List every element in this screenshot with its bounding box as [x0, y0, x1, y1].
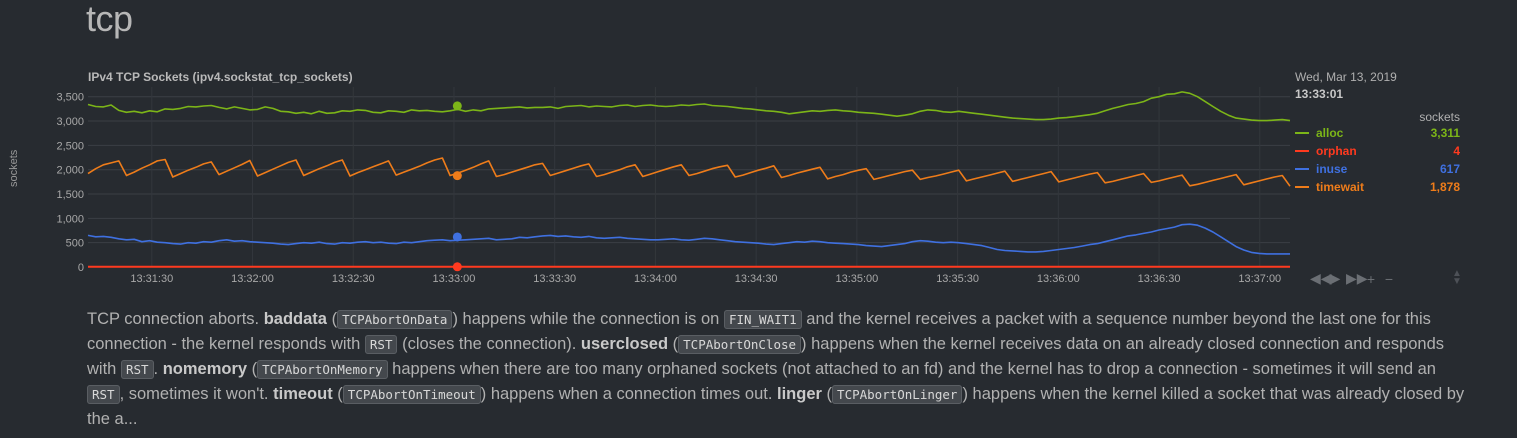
desc-text: ( [821, 385, 833, 403]
legend-date: Wed, Mar 13, 2019 [1295, 70, 1397, 84]
y-tick-label: 1,500 [56, 189, 84, 201]
desc-term: baddata [263, 310, 327, 328]
legend-name: orphan [1316, 144, 1357, 158]
legend-item-alloc[interactable]: alloc 3,311 [1295, 124, 1460, 142]
y-axis-label: sockets [8, 149, 20, 187]
x-tick-label: 13:31:30 [130, 273, 173, 285]
desc-code: TCPAbortOnData [337, 310, 453, 329]
legend-swatch [1295, 132, 1309, 134]
legend-time: 13:33:01 [1295, 87, 1344, 101]
x-tick-label: 13:34:00 [634, 273, 677, 285]
chart-legend: Wed, Mar 13, 2019 13:33:01 sockets alloc… [1295, 70, 1460, 196]
x-tick-label: 13:35:30 [936, 273, 979, 285]
legend-item-timewait[interactable]: timewait 1,878 [1295, 178, 1460, 196]
series-line-alloc [87, 91, 1291, 122]
desc-text: and the kernel receives a packet with a … [87, 310, 1431, 353]
legend-units: sockets [1419, 110, 1460, 124]
x-tick-label: 13:34:30 [735, 273, 778, 285]
resize-handle-icon[interactable]: ▲ ▼ [1452, 268, 1462, 287]
desc-text: ) happens while the connection is on [452, 310, 724, 328]
desc-text: , sometimes it won't. [119, 385, 274, 403]
section-title: tcp [86, 0, 133, 39]
y-tick-label: 500 [66, 238, 84, 250]
x-tick-label: 13:35:00 [835, 273, 878, 285]
legend-value: 617 [1439, 162, 1460, 176]
x-tick-label: 13:36:30 [1138, 273, 1181, 285]
desc-code: RST [364, 335, 398, 354]
desc-code: TCPAbortOnClose [678, 335, 802, 354]
highlight-point-timewait [452, 171, 462, 181]
desc-code: TCPAbortOnLinger [832, 385, 963, 404]
chart-description: TCP connection aborts. baddata (TCPAbort… [87, 307, 1477, 431]
desc-code: FIN_WAIT1 [723, 310, 802, 329]
y-tick-label: 3,000 [56, 116, 84, 128]
desc-code: RST [120, 360, 154, 379]
highlight-point-inuse [452, 232, 462, 242]
desc-text: . [153, 360, 163, 378]
x-tick-label: 13:32:30 [332, 273, 375, 285]
desc-text: ( [332, 385, 343, 403]
zoom-in-icon[interactable]: + [1366, 270, 1376, 287]
y-tick-label: 2,500 [56, 140, 84, 152]
series-line-timewait [87, 157, 1291, 187]
x-tick-label: 13:37:00 [1238, 273, 1281, 285]
desc-text: ) happens when the kernel killed a socke… [87, 385, 1465, 428]
desc-text: ) happens when a connection times out. [480, 385, 778, 403]
desc-term: userclosed [580, 335, 669, 353]
desc-term: timeout [273, 385, 333, 403]
desc-text: ( [326, 310, 338, 328]
y-tick-label: 2,000 [56, 165, 84, 177]
highlight-point-alloc [452, 101, 462, 111]
y-tick-label: 0 [78, 262, 84, 274]
zoom-out-icon[interactable]: − [1384, 270, 1394, 287]
legend-value: 4 [1453, 144, 1460, 158]
legend-value: 1,878 [1429, 180, 1460, 194]
chart-toolbar: ◀◀ ▶ ▶▶ + − [1310, 270, 1396, 287]
y-tick-label: 1,000 [56, 213, 84, 225]
desc-code: RST [87, 385, 120, 404]
desc-text: TCP connection aborts. [87, 310, 264, 328]
desc-term: nomemory [162, 360, 248, 378]
pan-left-icon[interactable]: ◀◀ [1310, 270, 1332, 286]
chart-title: IPv4 TCP Sockets (ipv4.sockstat_tcp_sock… [88, 70, 353, 84]
legend-item-inuse[interactable]: inuse 617 [1295, 160, 1460, 178]
legend-name: inuse [1316, 162, 1348, 176]
series-line-inuse [87, 223, 1290, 255]
desc-code: TCPAbortOnMemory [257, 360, 388, 379]
desc-text: ( [247, 360, 258, 378]
highlight-point-orphan [452, 262, 462, 272]
legend-item-orphan[interactable]: orphan 4 [1295, 142, 1460, 160]
x-tick-label: 13:33:30 [533, 273, 576, 285]
desc-text: ) happens when the kernel receives data … [87, 335, 1445, 378]
legend-name: alloc [1316, 126, 1344, 140]
legend-value: 3,311 [1430, 126, 1460, 140]
legend-swatch [1295, 186, 1309, 188]
legend-name: timewait [1316, 180, 1365, 194]
pan-right-icon[interactable]: ▶▶ [1346, 270, 1368, 286]
y-tick-label: 3,500 [56, 92, 84, 104]
desc-text: (closes the connection). [397, 335, 581, 353]
x-tick-label: 13:32:00 [231, 273, 274, 285]
x-tick-label: 13:33:00 [433, 273, 476, 285]
desc-text: ( [668, 335, 679, 353]
desc-code: TCPAbortOnTimeout [342, 385, 481, 404]
desc-text: happens when there are too many orphaned… [387, 360, 1436, 378]
play-icon[interactable]: ▶ [1329, 270, 1341, 286]
legend-swatch [1295, 168, 1309, 170]
legend-swatch [1295, 150, 1309, 152]
desc-term: linger [777, 385, 822, 403]
x-tick-label: 13:36:00 [1037, 273, 1080, 285]
